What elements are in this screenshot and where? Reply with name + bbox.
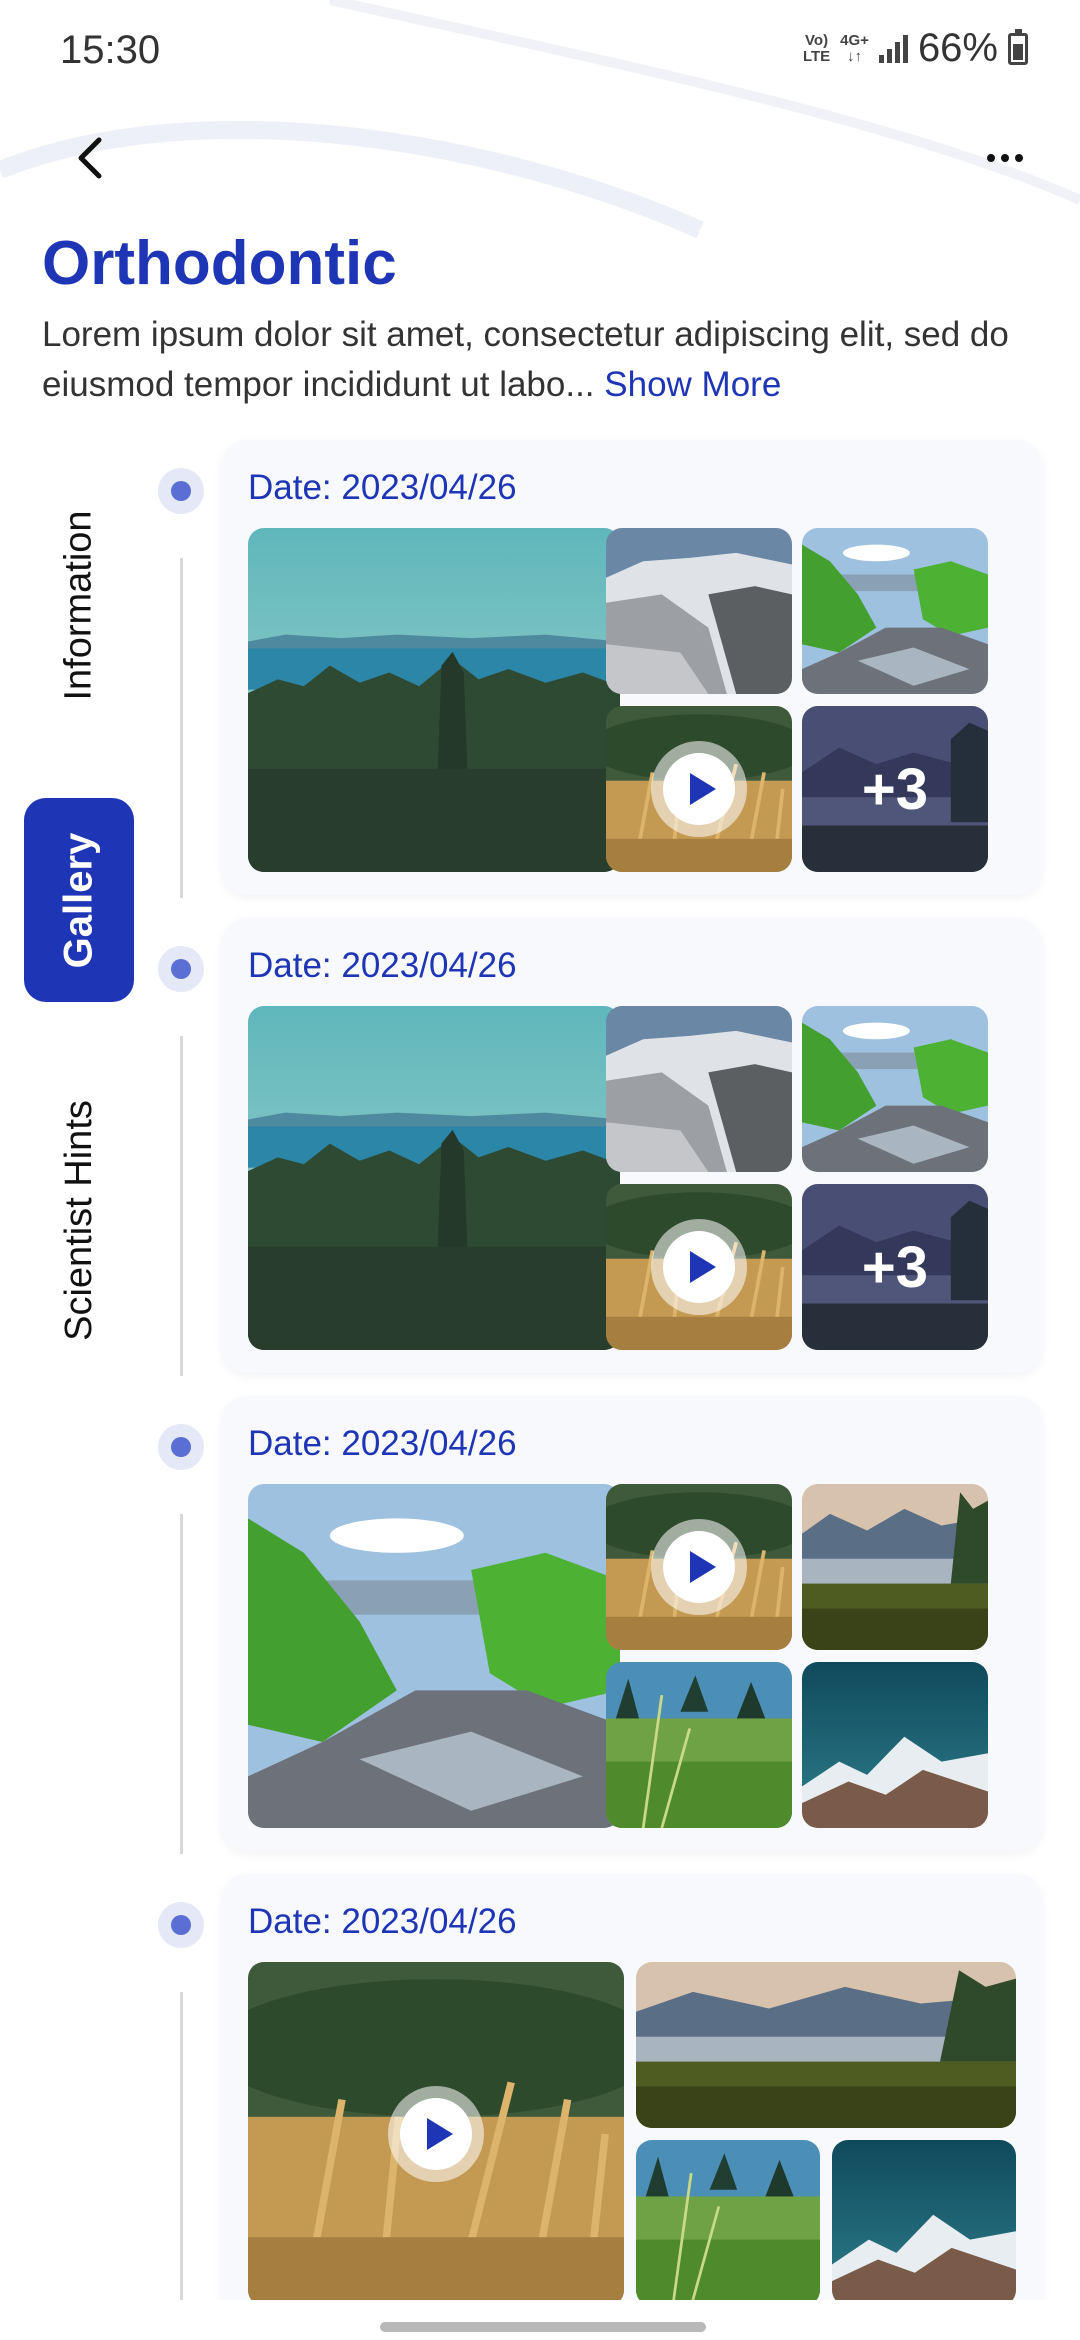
photo-thumbnail[interactable] [606,528,792,694]
entry-date: Date: 2023/04/26 [248,1424,517,1463]
timeline-line [180,1992,183,2310]
video-thumbnail[interactable] [248,1962,624,2306]
tab-information[interactable]: Information [24,460,134,750]
more-count-badge: +3 [802,706,988,872]
photo-thumbnail[interactable] [832,2140,1016,2306]
play-icon[interactable] [651,1219,747,1315]
video-thumbnail[interactable] [606,706,792,872]
timeline-dot [158,468,204,514]
thumbnail-image [832,2140,1016,2306]
thumbnail-image [802,1006,988,1172]
home-indicator[interactable] [380,2322,706,2332]
photo-thumbnail[interactable] [636,1962,1016,2128]
photo-thumbnail[interactable] [802,1484,988,1650]
status-icons: Vo) LTE 4G+ ↓↑ 66% [803,26,1028,71]
photo-thumbnail[interactable]: +3 [802,706,988,872]
signal-icon [878,34,908,63]
chevron-left-icon [78,137,102,179]
photo-thumbnail[interactable] [802,528,988,694]
photo-thumbnail[interactable] [248,1484,620,1828]
timeline-line [180,1036,183,1376]
thumbnail-image [248,528,620,872]
entry-date: Date: 2023/04/26 [248,946,517,985]
data-4g-icon: 4G+ ↓↑ [840,31,869,65]
gallery-card: Date: 2023/04/26 [222,1874,1042,2329]
more-button[interactable] [970,128,1040,188]
description-text: Lorem ipsum dolor sit amet, consectetur … [42,315,1009,404]
status-bar: 15:30 Vo) LTE 4G+ ↓↑ 66% [0,0,1080,100]
gallery-card: Date: 2023/04/26 [222,918,1042,1373]
timeline-dot [158,1902,204,1948]
back-button[interactable] [60,128,120,188]
battery-icon [1008,28,1028,65]
decorative-curve [0,0,1080,239]
thumbnail-image [802,528,988,694]
description: Lorem ipsum dolor sit amet, consectetur … [42,310,1052,410]
thumbnail-image [636,2140,820,2306]
timeline-dot [158,946,204,992]
timeline-dot [158,1424,204,1470]
tab-label: Gallery [56,832,101,968]
photo-thumbnail[interactable] [802,1006,988,1172]
battery-percent: 66% [917,26,998,70]
thumbnail-image [802,1484,988,1650]
more-count-badge: +3 [802,1184,988,1350]
thumbnail-image [248,1962,624,2306]
tab-gallery[interactable]: Gallery [24,798,134,1002]
entry-date: Date: 2023/04/26 [248,468,517,507]
photo-thumbnail[interactable] [248,1006,620,1350]
photo-thumbnail[interactable] [606,1006,792,1172]
thumbnail-image [248,1484,620,1828]
thumbnail-image [606,1662,792,1828]
tab-label: Information [57,509,100,701]
timeline-line [180,1514,183,1854]
play-icon[interactable] [388,2086,484,2182]
video-thumbnail[interactable] [606,1184,792,1350]
page-title: Orthodontic [42,229,397,298]
play-icon[interactable] [651,1519,747,1615]
status-time: 15:30 [60,28,161,72]
gallery-card: Date: 2023/04/26 [222,440,1042,895]
tab-scientist-hints[interactable]: Scientist Hints [24,1060,134,1380]
photo-thumbnail[interactable] [248,528,620,872]
volte-icon: Vo) LTE [802,31,831,65]
photo-thumbnail[interactable] [606,1662,792,1828]
thumbnail-image [248,1006,620,1350]
timeline-line [180,558,183,898]
tab-label: Scientist Hints [57,1099,100,1341]
thumbnail-image [606,1006,792,1172]
play-icon[interactable] [651,741,747,837]
video-thumbnail[interactable] [606,1484,792,1650]
thumbnail-image [606,528,792,694]
entry-date: Date: 2023/04/26 [248,1902,517,1941]
thumbnail-image [802,1662,988,1828]
photo-thumbnail[interactable]: +3 [802,1184,988,1350]
thumbnail-image [636,1962,1016,2128]
gallery-card: Date: 2023/04/26 [222,1396,1042,1851]
photo-thumbnail[interactable] [802,1662,988,1828]
show-more-link[interactable]: Show More [604,365,782,404]
more-horizontal-icon [987,154,995,162]
photo-thumbnail[interactable] [636,2140,820,2306]
